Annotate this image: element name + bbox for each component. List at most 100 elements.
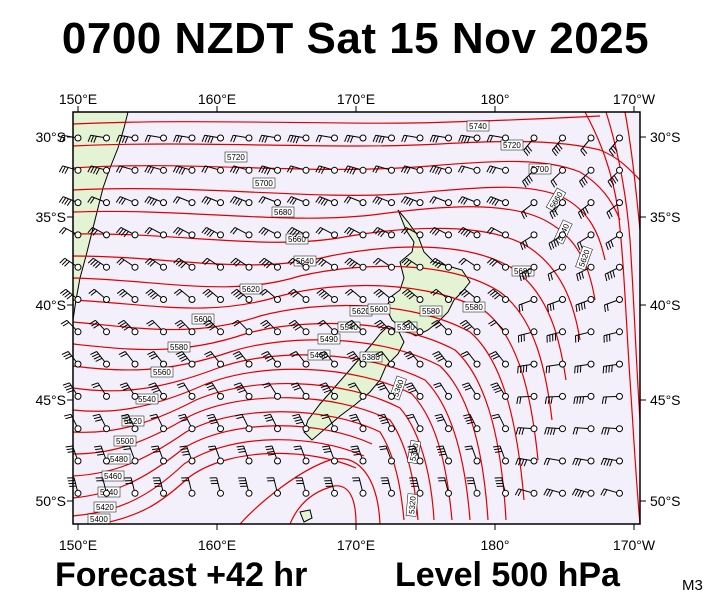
wind-barb — [604, 263, 623, 282]
svg-text:5460: 5460 — [310, 351, 328, 360]
wind-barb — [173, 134, 196, 143]
pressure-level: Level 500 hPa — [395, 556, 620, 594]
wind-barb — [404, 382, 424, 400]
wind-barb — [575, 296, 595, 312]
wind-barb — [92, 413, 110, 433]
wind-barb — [117, 319, 139, 336]
contour-label: 5390 — [394, 321, 418, 333]
contour-label: 5490 — [317, 333, 341, 345]
wind-barb — [323, 477, 338, 497]
svg-text:5420: 5420 — [96, 503, 114, 512]
wind-barb — [433, 382, 452, 400]
wind-barb — [320, 413, 338, 433]
contour-label: 5600 — [191, 313, 215, 325]
wind-barb — [544, 425, 566, 436]
contour-label: 5700 — [252, 177, 276, 189]
wind-barb — [515, 457, 538, 467]
lon-label-bottom: 180° — [481, 537, 510, 553]
svg-text:5620: 5620 — [242, 285, 260, 294]
wind-barb — [208, 445, 224, 465]
wind-barb — [400, 165, 424, 174]
wind-barb — [116, 134, 139, 144]
height-contours — [72, 111, 641, 525]
wind-barb — [258, 226, 281, 239]
wind-barb — [576, 231, 595, 251]
wind-barb — [437, 477, 452, 497]
wind-barb — [287, 257, 310, 271]
wind-barb — [201, 165, 224, 174]
contour-label: 5740 — [466, 120, 490, 132]
wind-barb — [608, 134, 623, 157]
lat-label-left: 45°S — [35, 392, 66, 408]
wind-barb — [522, 166, 538, 188]
wind-barb — [373, 288, 395, 303]
wind-barb — [600, 488, 623, 497]
wind-barb — [573, 392, 595, 404]
svg-text:5700: 5700 — [255, 179, 273, 188]
lat-label-left: 35°S — [35, 209, 66, 225]
wind-barb — [230, 134, 253, 143]
lon-label-bottom: 150°E — [59, 537, 97, 553]
wind-barb — [287, 288, 310, 303]
wind-barb — [571, 488, 595, 498]
wind-barb — [347, 382, 367, 400]
wind-barb — [290, 382, 310, 400]
lon-label-top: 170°W — [613, 91, 656, 107]
wind-barb — [258, 165, 281, 175]
wind-barb — [549, 199, 566, 219]
svg-text:5720: 5720 — [503, 141, 521, 150]
wind-barb — [574, 328, 595, 343]
wind-barb — [201, 257, 224, 271]
svg-text:5620: 5620 — [352, 307, 370, 316]
wind-barb — [229, 196, 253, 207]
wind-barb — [607, 166, 623, 188]
wind-barb — [343, 165, 367, 175]
wind-barb — [486, 257, 509, 271]
wind-barb — [205, 382, 224, 400]
wind-barb — [115, 165, 139, 174]
wind-barb — [344, 134, 367, 143]
wind-barb — [518, 296, 538, 312]
wind-barb — [238, 477, 253, 497]
wind-barb — [458, 226, 481, 239]
wind-barb — [429, 226, 452, 239]
lat-label-left: 30°S — [35, 129, 66, 145]
svg-text:5380: 5380 — [362, 353, 380, 362]
land-stewart-island — [299, 509, 313, 523]
wind-barb — [87, 257, 110, 271]
wind-barb — [486, 226, 509, 239]
wind-barb — [546, 296, 566, 312]
lat-label-right: 35°S — [650, 209, 681, 225]
wind-barb — [349, 413, 367, 433]
wind-barb — [262, 382, 281, 400]
contour-label: 5540 — [135, 393, 159, 405]
wind-barb — [116, 288, 139, 303]
svg-text:5490: 5490 — [320, 335, 338, 344]
wind-barb — [236, 445, 253, 465]
svg-text:5660: 5660 — [288, 235, 306, 244]
wind-barb — [429, 165, 452, 175]
wind-barb — [317, 319, 338, 336]
wind-barb — [87, 226, 110, 239]
wind-barb — [202, 288, 224, 303]
wind-barb — [286, 196, 310, 207]
wind-barb — [514, 488, 538, 497]
contour-label: 5380 — [359, 351, 383, 363]
lat-label-right: 30°S — [650, 129, 681, 145]
wind-barb — [431, 319, 452, 336]
wind-barb — [258, 257, 281, 271]
wind-barb — [601, 392, 623, 404]
contour-label: 5580 — [419, 305, 443, 317]
wind-barb — [486, 165, 509, 174]
wind-barb — [519, 263, 538, 282]
wind-barb — [258, 196, 281, 207]
map-ocean — [73, 112, 640, 524]
wind-barb — [89, 319, 110, 336]
wind-barb — [148, 382, 167, 400]
wind-barb — [401, 257, 424, 271]
wind-barb — [176, 382, 196, 400]
wind-barb — [229, 165, 253, 174]
wind-barb — [315, 226, 338, 239]
wind-barb — [122, 445, 139, 465]
